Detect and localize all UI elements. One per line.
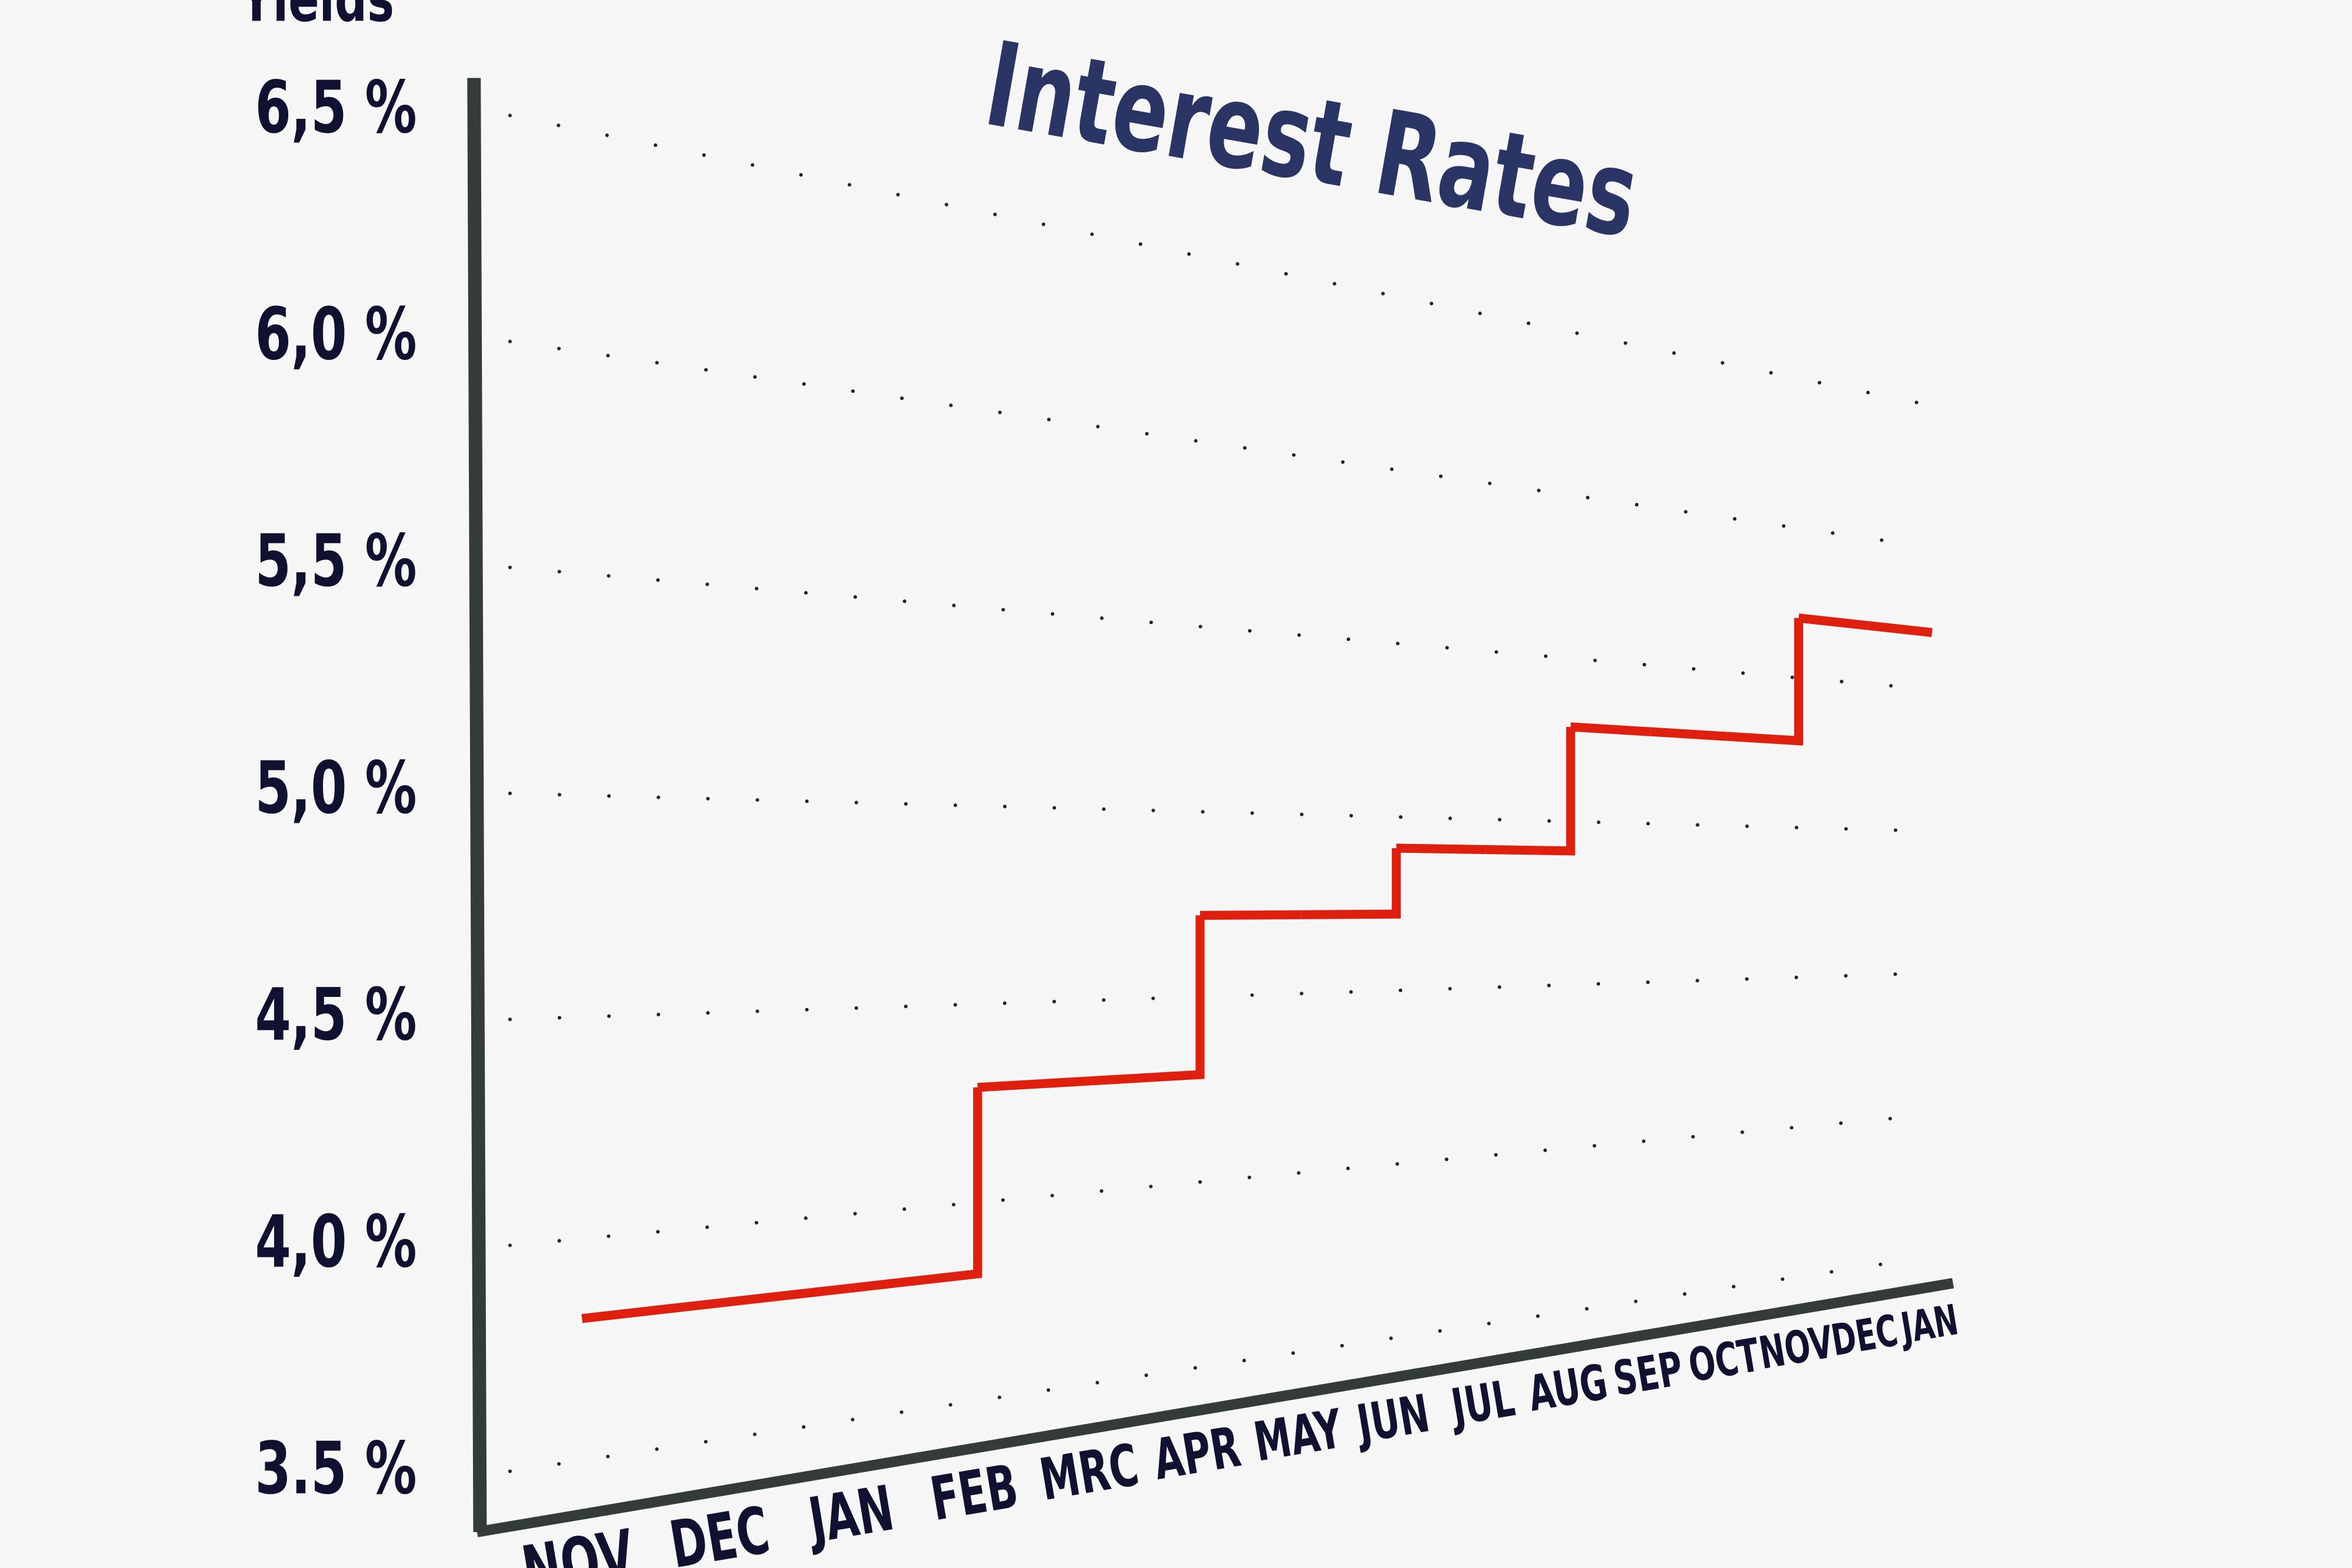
- line-segment: [1570, 722, 1651, 736]
- line-segment: [1726, 618, 1803, 746]
- line-segment: [1485, 726, 1575, 856]
- line-segment: [977, 1076, 1093, 1092]
- x-tick-label: APR: [1149, 1415, 1245, 1493]
- x-tick-label: MAY: [1250, 1397, 1347, 1474]
- x-tick-label: OCT: [1685, 1328, 1764, 1393]
- x-tick-label: JAN: [801, 1472, 899, 1557]
- line-segment: [1866, 620, 1933, 638]
- line-segment: [1301, 848, 1401, 919]
- y-tick-label: 3.5 %: [255, 1427, 417, 1511]
- line-segment: [581, 1298, 724, 1323]
- x-tick-label: AUG: [1524, 1353, 1611, 1423]
- x-tick-label: NOV: [1755, 1317, 1837, 1380]
- line-segment: [1650, 727, 1727, 741]
- line-segment: [722, 1283, 855, 1307]
- x-tick-label: JUL: [1445, 1369, 1519, 1437]
- x-tick-label: MRC: [1035, 1431, 1144, 1514]
- line-segment: [1798, 613, 1868, 630]
- y-axis-line: [467, 78, 487, 1532]
- y-tick-label: 4,0 %: [255, 1200, 417, 1284]
- line-segment: [1092, 915, 1205, 1086]
- x-tick-label: JUN: [1351, 1383, 1434, 1454]
- y-axis-label: Yields: [239, 0, 394, 36]
- x-axis-line: [476, 1277, 1954, 1537]
- line-segment: [1396, 843, 1487, 855]
- x-tick-label: DEC: [1828, 1305, 1901, 1366]
- line-segment: [854, 1087, 982, 1292]
- y-tick-label: 6,0 %: [255, 293, 417, 376]
- y-tick-label: 5,0 %: [255, 746, 417, 830]
- x-tick-label: SEP: [1610, 1342, 1687, 1407]
- y-tick-label: 4,5 %: [255, 973, 417, 1057]
- x-tick-label: FEB: [925, 1451, 1022, 1534]
- grid-line: [508, 1113, 1930, 1247]
- y-tick-label: 5,5 %: [255, 520, 417, 603]
- x-tick-label: JAN: [1896, 1296, 1962, 1353]
- y-tick-label: 6,5 %: [255, 66, 417, 149]
